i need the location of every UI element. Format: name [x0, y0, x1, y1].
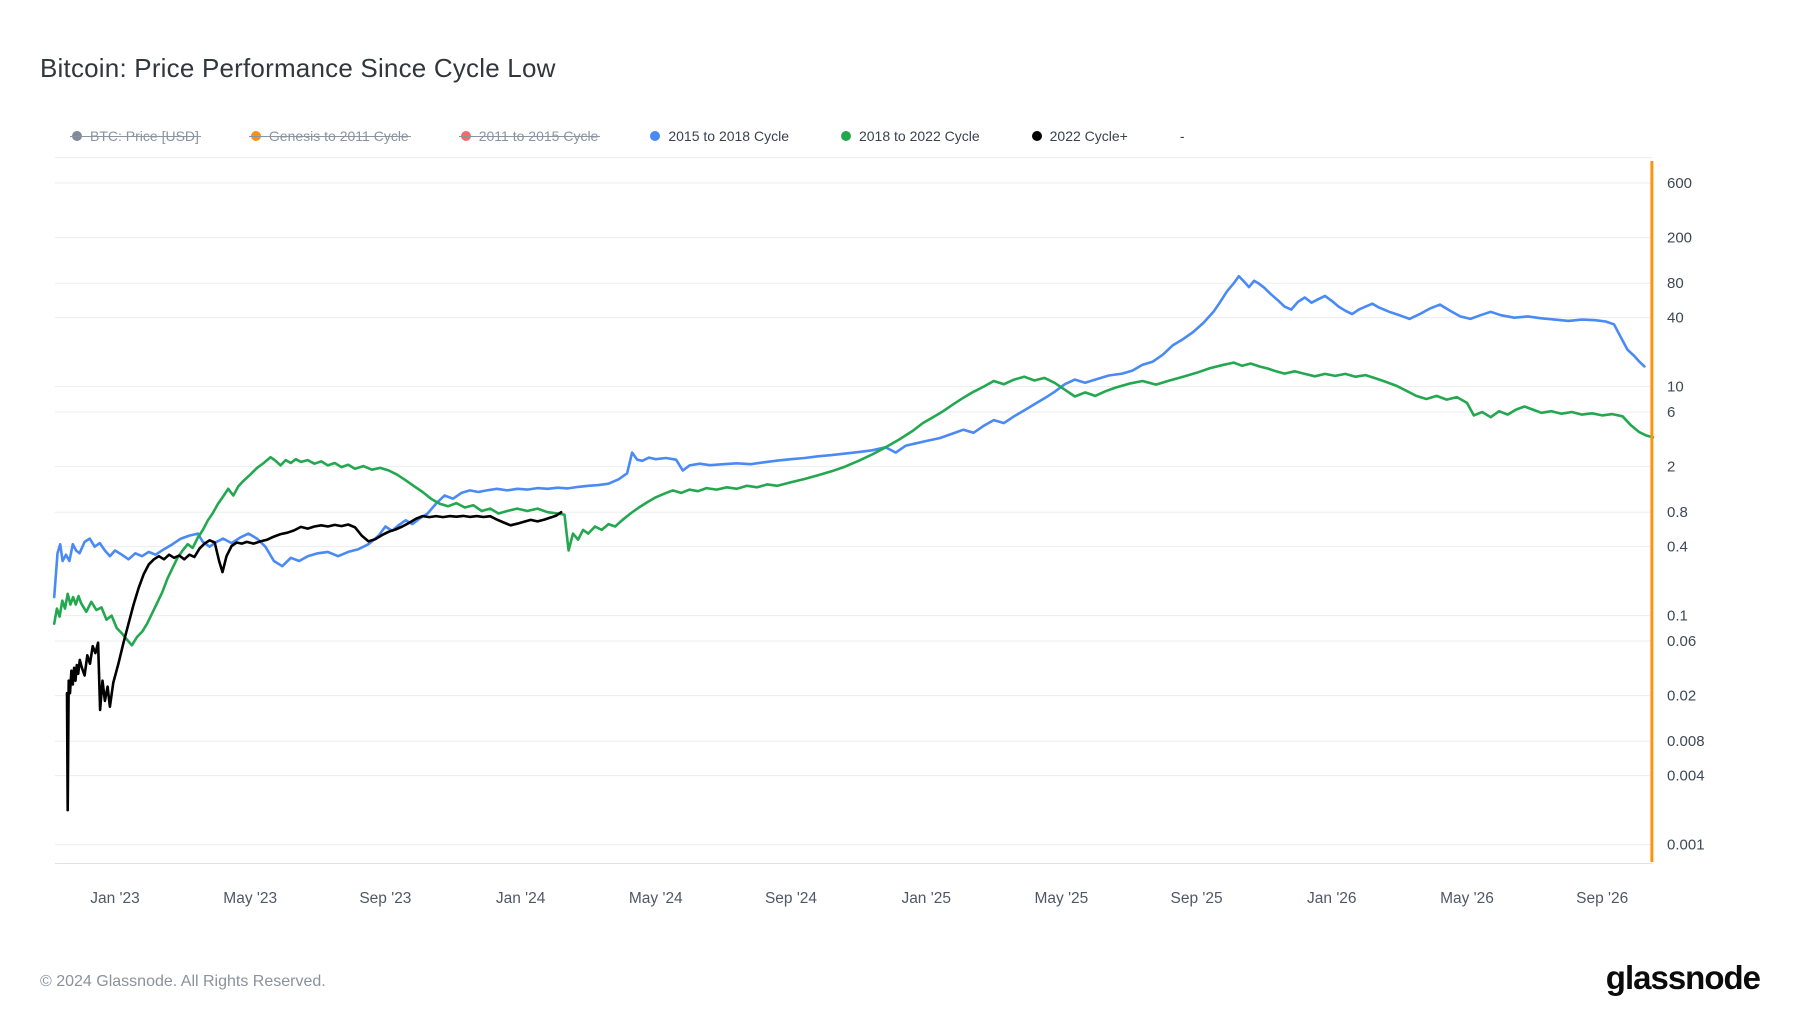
x-tick-label: Sep '25: [1171, 890, 1223, 907]
legend-item-2011-2015[interactable]: 2011 to 2015 Cycle: [458, 128, 600, 144]
copyright-text: © 2024 Glassnode. All Rights Reserved.: [40, 973, 326, 990]
y-tick-label: 0.4: [1667, 539, 1688, 556]
y-tick-label: 0.8: [1667, 504, 1688, 521]
x-tick-label: May '25: [1035, 890, 1089, 907]
y-tick-label: 200: [1667, 230, 1692, 247]
series-line-2015-to-2018-cycle: [52, 274, 1646, 599]
y-tick-label: 0.06: [1667, 633, 1696, 650]
x-tick-label: Sep '26: [1576, 890, 1628, 907]
legend-item-dash[interactable]: -: [1180, 128, 1185, 144]
x-tick-label: Jan '26: [1307, 890, 1357, 907]
chart-legend: BTC: Price [USD] Genesis to 2011 Cycle 2…: [70, 128, 1185, 144]
x-tick-label: May '23: [223, 890, 277, 907]
y-tick-label: 2: [1667, 459, 1675, 476]
y-tick-label: 0.008: [1667, 733, 1705, 750]
legend-item-2015-2018[interactable]: 2015 to 2018 Cycle: [650, 128, 789, 144]
legend-item-genesis-2011[interactable]: Genesis to 2011 Cycle: [248, 128, 411, 144]
series-line-2022-cycle-: [65, 510, 563, 812]
legend-item-label: 2018 to 2022 Cycle: [858, 128, 980, 144]
y-tick-label: 0.004: [1667, 768, 1705, 785]
y-tick-label: 0.1: [1667, 608, 1688, 625]
legend-item-label: 2015 to 2018 Cycle: [668, 128, 789, 144]
x-tick-label: Jan '25: [901, 890, 951, 907]
legend-item-2022-cycle[interactable]: 2022 Cycle+: [1031, 128, 1128, 144]
y-tick-label: 80: [1667, 275, 1684, 292]
x-tick-label: May '24: [629, 890, 683, 907]
glassnode-logo: glassnode: [1605, 959, 1761, 996]
legend-swatch-black-icon: [1031, 131, 1042, 141]
legend-swatch-green-icon: [840, 131, 851, 141]
x-tick-label: Jan '23: [90, 890, 140, 907]
legend-item-label: -: [1179, 128, 1185, 144]
y-tick-label: 6: [1667, 404, 1675, 421]
x-tick-label: Jan '24: [496, 890, 546, 907]
x-tick-label: Sep '24: [765, 890, 817, 907]
y-tick-label: 0.001: [1667, 837, 1705, 854]
y-tick-label: 40: [1667, 310, 1684, 327]
y-tick-label: 10: [1667, 379, 1684, 396]
legend-item-2018-2022[interactable]: 2018 to 2022 Cycle: [840, 128, 980, 144]
page-title: Bitcoin: Price Performance Since Cycle L…: [40, 53, 556, 84]
legend-swatch-blue-icon: [650, 131, 661, 141]
x-tick-label: Sep '23: [359, 890, 411, 907]
series-line-2018-to-2022-cycle: [52, 361, 1655, 647]
y-tick-label: 0.02: [1667, 688, 1696, 705]
legend-item-btc-price[interactable]: BTC: Price [USD]: [70, 128, 201, 144]
legend-item-label: 2022 Cycle+: [1049, 128, 1128, 144]
x-tick-label: May '26: [1440, 890, 1494, 907]
y-tick-label: 600: [1667, 175, 1692, 192]
